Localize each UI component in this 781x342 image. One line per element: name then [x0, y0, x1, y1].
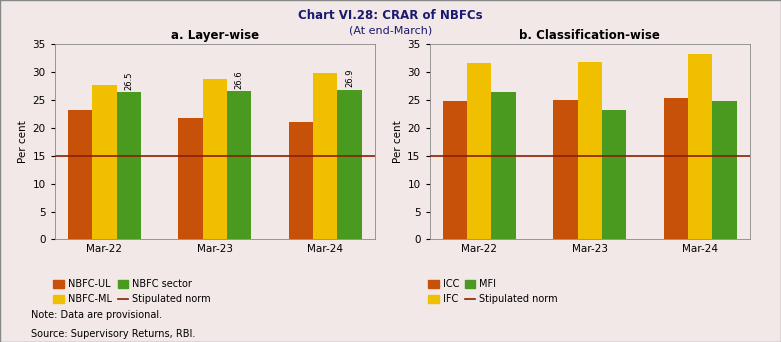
- Bar: [664, 98, 688, 239]
- Bar: [553, 100, 577, 239]
- Bar: [289, 122, 313, 239]
- Legend: ICC, IFC, MFI, Stipulated norm: ICC, IFC, MFI, Stipulated norm: [428, 279, 558, 304]
- Bar: [178, 118, 202, 239]
- Bar: [313, 74, 337, 239]
- Legend: NBFC-UL, NBFC-ML, NBFC sector, Stipulated norm: NBFC-UL, NBFC-ML, NBFC sector, Stipulate…: [53, 279, 211, 304]
- Text: Chart VI.28: CRAR of NBFCs: Chart VI.28: CRAR of NBFCs: [298, 9, 483, 22]
- Bar: [116, 92, 141, 239]
- Bar: [443, 101, 467, 239]
- Text: 26.6: 26.6: [234, 70, 244, 89]
- Text: (At end-March): (At end-March): [349, 26, 432, 36]
- Bar: [712, 101, 736, 239]
- Bar: [92, 84, 116, 239]
- Bar: [467, 63, 491, 239]
- Bar: [688, 54, 712, 239]
- Text: 26.9: 26.9: [345, 69, 354, 87]
- Bar: [577, 62, 602, 239]
- Title: a. Layer-wise: a. Layer-wise: [171, 29, 259, 42]
- Text: Note: Data are provisional.: Note: Data are provisional.: [31, 310, 162, 319]
- Bar: [337, 90, 362, 239]
- Bar: [68, 110, 92, 239]
- Bar: [227, 91, 251, 239]
- Bar: [491, 92, 515, 239]
- Title: b. Classification-wise: b. Classification-wise: [519, 29, 660, 42]
- Bar: [602, 110, 626, 239]
- Y-axis label: Per cent: Per cent: [393, 121, 403, 163]
- Text: Source: Supervisory Returns, RBI.: Source: Supervisory Returns, RBI.: [31, 329, 195, 339]
- Text: 26.5: 26.5: [124, 71, 133, 90]
- Y-axis label: Per cent: Per cent: [18, 121, 28, 163]
- Bar: [202, 79, 227, 239]
